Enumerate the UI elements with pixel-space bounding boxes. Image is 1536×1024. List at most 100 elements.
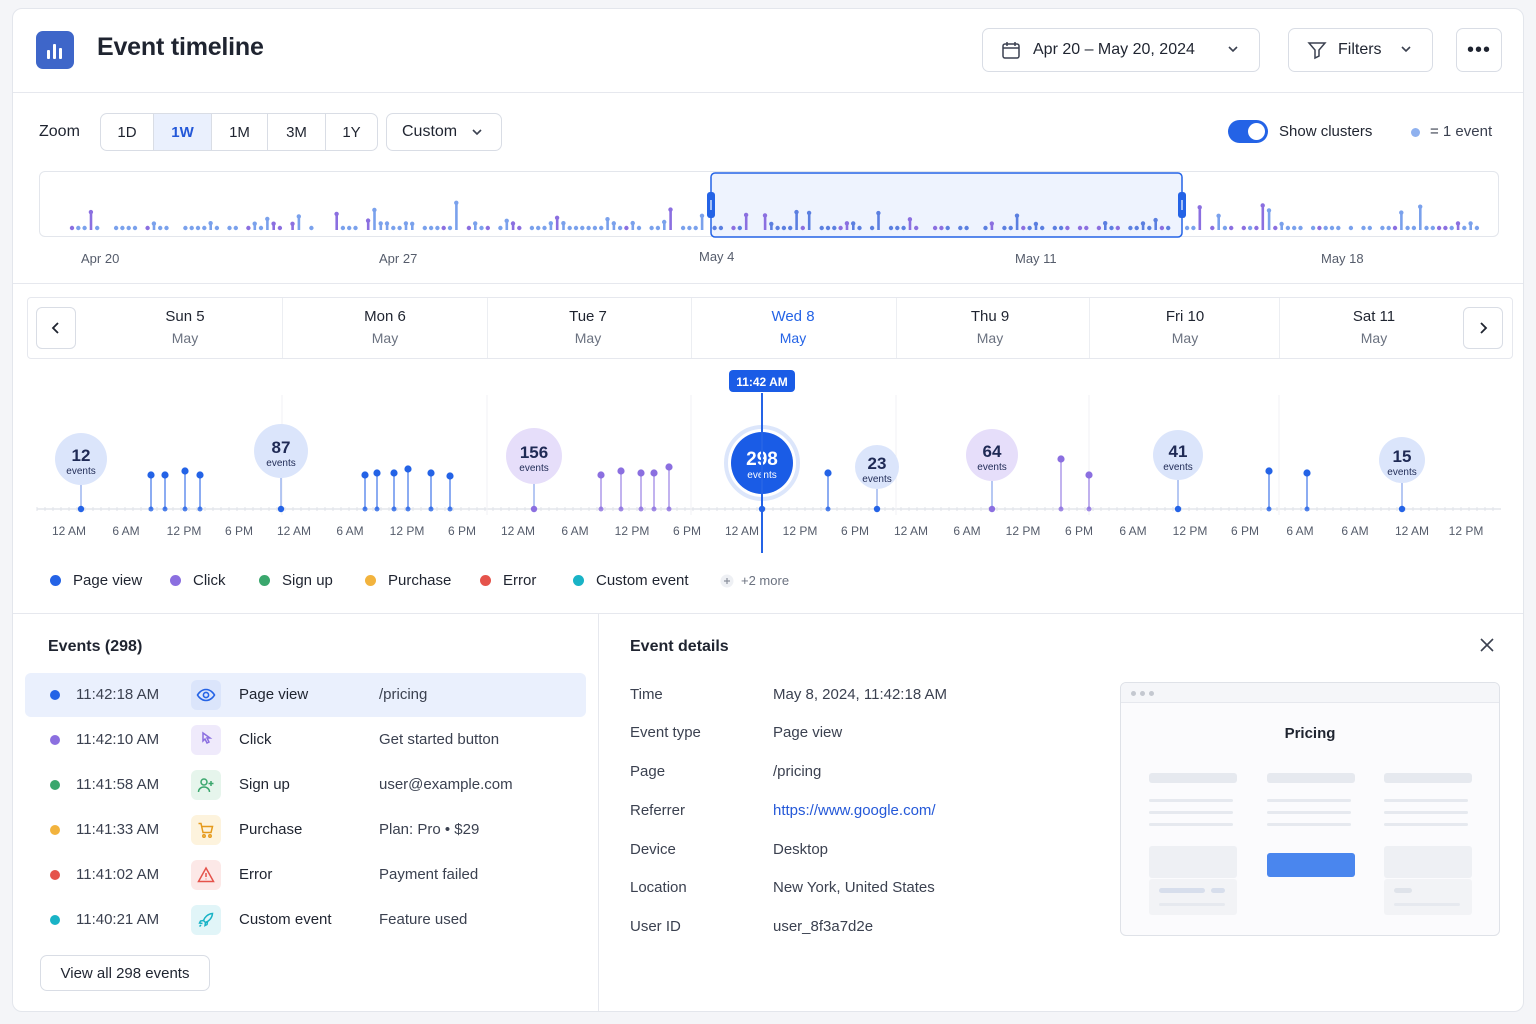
- date-range-label: Apr 20 – May 20, 2024: [1033, 41, 1195, 58]
- overview-event-mark: [1128, 225, 1133, 231]
- overview-event-mark: [743, 212, 749, 230]
- event-row[interactable]: 11:41:02 AM Error Payment failed: [25, 853, 586, 897]
- overview-event-mark: [1021, 225, 1026, 231]
- overview-event-mark: [347, 225, 352, 231]
- event-marker[interactable]: [1265, 467, 1273, 512]
- event-marker[interactable]: [637, 469, 645, 512]
- overview-axis-label: May 11: [1015, 251, 1057, 266]
- event-marker[interactable]: [161, 471, 169, 512]
- header: Event timeline Apr 20 – May 20, 2024 Fil…: [13, 9, 1523, 93]
- show-clusters-toggle[interactable]: [1228, 120, 1268, 143]
- event-marker[interactable]: [361, 471, 369, 512]
- timeline-tick-label: 6 AM: [1286, 524, 1314, 538]
- overview-event-mark: [536, 225, 541, 231]
- event-marker[interactable]: [824, 469, 832, 512]
- zoom-option-1m[interactable]: 1M: [212, 114, 268, 150]
- legend-item-purchase[interactable]: Purchase: [365, 572, 451, 589]
- overview-event-mark: [485, 225, 490, 231]
- zoom-option-1y[interactable]: 1Y: [342, 123, 361, 141]
- timeline-tick-label: 6 PM: [1230, 524, 1260, 538]
- event-marker[interactable]: [665, 463, 673, 512]
- cluster-label: events: [1163, 462, 1192, 473]
- event-row[interactable]: 11:41:58 AM Sign up user@example.com: [25, 763, 586, 807]
- event-marker[interactable]: [1085, 471, 1093, 512]
- timeline-tick-label: 6 PM: [1064, 524, 1094, 538]
- referrer-link[interactable]: https://www.google.com/: [773, 802, 936, 819]
- overview-event-mark: [158, 225, 163, 231]
- legend-item-sign-up[interactable]: Sign up: [259, 572, 333, 589]
- day-header-thu-9[interactable]: Thu 9 May: [970, 308, 1010, 346]
- legend-item-custom-event[interactable]: Custom event: [573, 572, 689, 589]
- cluster-count: 41: [1169, 442, 1188, 461]
- day-header-sat-11[interactable]: Sat 11 May: [1352, 308, 1396, 346]
- event-marker[interactable]: [1057, 455, 1065, 512]
- overview-event-mark: [447, 225, 453, 231]
- filters-button[interactable]: Filters: [1288, 28, 1433, 72]
- event-timeline-chart[interactable]: 12events87events156events298events23even…: [13, 365, 1524, 555]
- event-row[interactable]: 11:42:10 AM Click Get started button: [25, 718, 586, 762]
- day-header-sun-5[interactable]: Sun 5 May: [165, 308, 205, 346]
- event-marker[interactable]: [1303, 469, 1311, 512]
- custom-zoom-select[interactable]: Custom: [386, 113, 502, 151]
- event-marker[interactable]: [617, 467, 625, 512]
- legend-item-click[interactable]: Click: [170, 572, 226, 589]
- zoom-option-3m[interactable]: 3M: [268, 114, 326, 150]
- zoom-option-1d[interactable]: 1D: [101, 114, 154, 150]
- overview-event-mark: [1292, 225, 1297, 231]
- app-window: Event timeline Apr 20 – May 20, 2024 Fil…: [12, 8, 1524, 1012]
- event-marker[interactable]: [390, 469, 398, 512]
- overview-event-mark: [1077, 225, 1083, 231]
- event-marker[interactable]: [597, 471, 605, 512]
- event-row[interactable]: 11:40:21 AM Custom event Feature used: [25, 898, 586, 942]
- overview-event-mark: [932, 225, 938, 231]
- legend-more-button[interactable]: +2 more: [720, 573, 789, 588]
- event-marker[interactable]: [446, 472, 454, 512]
- event-row[interactable]: 11:41:33 AM Purchase Plan: Pro • $29: [25, 808, 586, 852]
- plus-icon: [720, 574, 734, 587]
- event-marker[interactable]: [373, 469, 381, 512]
- more-options-button[interactable]: •••: [1456, 28, 1502, 72]
- event-marker[interactable]: [181, 467, 189, 512]
- date-range-picker[interactable]: Apr 20 – May 20, 2024: [982, 28, 1260, 72]
- overview-event-mark: [630, 220, 635, 230]
- zoom-option-1w[interactable]: 1W: [154, 114, 212, 150]
- overview-event-mark: [1159, 225, 1165, 231]
- overview-event-mark: [548, 221, 553, 230]
- timeline-tick-label: 12 PM: [389, 524, 425, 538]
- overview-event-mark: [258, 225, 264, 231]
- cluster-count: 87: [272, 438, 291, 457]
- panel-divider: [598, 613, 599, 1011]
- overview-event-mark: [466, 225, 472, 231]
- close-icon[interactable]: [1478, 636, 1496, 654]
- overview-minimap[interactable]: [39, 171, 1499, 238]
- event-marker[interactable]: [427, 469, 435, 512]
- overview-event-mark: [145, 225, 150, 231]
- event-row[interactable]: 11:42:18 AM Page view /pricing: [25, 673, 586, 717]
- page-preview-thumbnail[interactable]: Pricing: [1120, 682, 1500, 936]
- previous-week-button[interactable]: [36, 307, 76, 349]
- legend-item-error[interactable]: Error: [480, 572, 536, 589]
- day-header-fri-10[interactable]: Fri 10 May: [1165, 308, 1205, 346]
- legend-item-page-view[interactable]: Page view: [50, 572, 142, 589]
- event-marker[interactable]: [196, 471, 204, 512]
- event-marker[interactable]: [147, 471, 155, 512]
- day-header-wed-8[interactable]: Wed 8 May: [771, 308, 815, 346]
- day-header-tue-7[interactable]: Tue 7 May: [569, 308, 607, 346]
- event-marker[interactable]: [404, 465, 412, 512]
- view-all-events-button[interactable]: View all 298 events: [40, 955, 210, 991]
- detail-value-page: /pricing: [773, 763, 822, 780]
- time-cursor[interactable]: 11:42 AM: [729, 370, 795, 553]
- detail-key-page: Page: [630, 763, 666, 780]
- day-header-mon-6[interactable]: Mon 6 May: [364, 308, 406, 346]
- cart-icon: [191, 815, 221, 845]
- event-marker[interactable]: [650, 469, 658, 512]
- next-week-button[interactable]: [1463, 307, 1503, 349]
- overview-event-mark: [1216, 213, 1221, 230]
